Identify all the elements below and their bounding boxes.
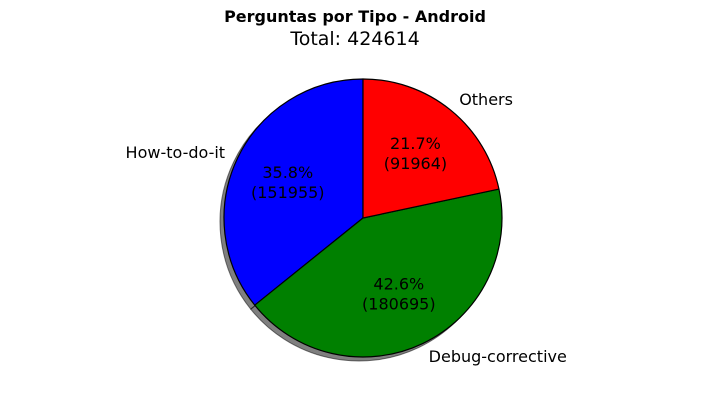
percent-others: 21.7% (390, 134, 441, 153)
slice-others (362, 78, 500, 219)
percent-how-to-do-it: 35.8% (262, 163, 313, 182)
label-others: Others (459, 90, 513, 109)
percent-debug-corrective: 42.6% (373, 274, 424, 293)
chart-title: Perguntas por Tipo - Android (224, 7, 486, 26)
value-how-to-do-it: (151955) (251, 183, 325, 202)
label-debug-corrective: Debug-corrective (429, 347, 567, 366)
slice-how-to-do-it (223, 78, 364, 306)
pie-labels: How-to-do-it 35.8%(151955) Debug-correctiv… (126, 90, 567, 366)
label-how-to-do-it: How-to-do-it (126, 143, 226, 162)
value-others: (91964) (384, 154, 447, 173)
value-debug-corrective: (180695) (362, 294, 436, 313)
pie-slices (223, 78, 503, 358)
slice-debug-corrective (254, 188, 503, 358)
chart-subtitle: Total: 424614 (289, 28, 419, 50)
